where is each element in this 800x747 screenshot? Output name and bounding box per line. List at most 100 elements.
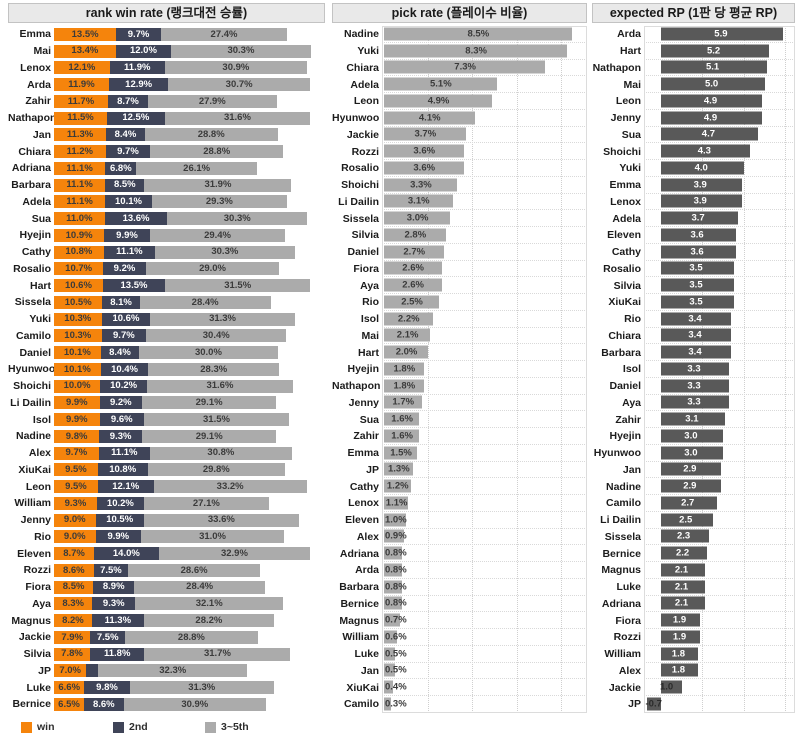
pick-rate-bar-track: 2.6% bbox=[382, 277, 587, 294]
bar-segment-2nd: 12.5% bbox=[107, 111, 165, 125]
legend-label-3-5th: 3~5th bbox=[221, 721, 249, 733]
bar-value-label: 2.2 bbox=[676, 547, 690, 559]
bar-segment-2nd: 7.5% bbox=[90, 630, 125, 644]
bar-segment-2nd: 11.1% bbox=[103, 245, 155, 259]
bar-segment-3-5th: 28.6% bbox=[128, 563, 260, 577]
character-label: Luke bbox=[26, 681, 51, 694]
bar-segment-win: 13.4% bbox=[54, 44, 116, 58]
bar-value-label: 9.6% bbox=[110, 413, 133, 425]
pick-rate-row: JP 1.3% bbox=[332, 462, 587, 479]
bar-segment-win: 6.5% bbox=[54, 697, 84, 711]
character-label: Mai bbox=[361, 329, 379, 342]
bar-segment-2nd: 8.5% bbox=[105, 178, 145, 192]
bar-segment-3-5th: 31.9% bbox=[144, 178, 292, 192]
expected-rp-bar-track: 5.1 bbox=[644, 60, 795, 77]
bar-value-label: 11.3% bbox=[66, 129, 94, 141]
expected-rp-row: XiuKai 3.5 bbox=[592, 294, 795, 311]
rank-bar-track: 10.3% 9.7% 30.4% bbox=[54, 328, 325, 345]
rank-bar-track: 9.3% 10.2% 27.1% bbox=[54, 495, 325, 512]
bar-value-label: 4.1% bbox=[418, 111, 441, 123]
bar-segment-3-5th: 31.6% bbox=[164, 111, 311, 125]
rank-bar-track: 10.8% 11.1% 30.3% bbox=[54, 244, 325, 261]
character-label: Jan bbox=[32, 128, 51, 141]
bar-segment-3-5th: 28.8% bbox=[144, 128, 278, 142]
bar-value-label: 31.5% bbox=[224, 279, 252, 291]
bar-value-label: 32.9% bbox=[220, 547, 248, 559]
rank-win-rate-row: Jan 11.3% 8.4% 28.8% bbox=[8, 127, 325, 144]
expected-rp-bar-track: 1.0 bbox=[644, 679, 795, 696]
rank-bar-track: 10.5% 8.1% 28.4% bbox=[54, 294, 325, 311]
bar-segment-2nd: 9.9% bbox=[95, 530, 142, 544]
pick-rate-bar-track: 2.6% bbox=[382, 261, 587, 278]
bar-segment-win: 8.6% bbox=[54, 563, 94, 577]
pick-rate-bar-track: 2.7% bbox=[382, 244, 587, 261]
bar-value-label: 0.3% bbox=[385, 698, 407, 710]
expected-rp-bar bbox=[661, 412, 726, 426]
pick-rate-bar bbox=[384, 60, 546, 74]
bar-value-label: 13.4% bbox=[71, 45, 99, 57]
bar-value-label: 8.5% bbox=[62, 581, 85, 593]
pick-rate-row: Eleven 1.0% bbox=[332, 512, 587, 529]
pick-rate-row: Sua 1.6% bbox=[332, 411, 587, 428]
pick-rate-bar bbox=[384, 462, 413, 476]
bar-segment-2nd: 9.2% bbox=[99, 396, 142, 410]
pick-rate-chart: pick rate (플레이수 비율) Nadine 8.5% Yuki 8.3% Ch… bbox=[332, 3, 587, 713]
bar-segment-3-5th: 30.3% bbox=[154, 245, 295, 259]
bar-value-label: 8.3% bbox=[465, 44, 487, 56]
rank-win-rate-row: Daniel 10.1% 8.4% 30.0% bbox=[8, 344, 325, 361]
bar-value-label: 11.1% bbox=[66, 179, 93, 191]
bar-value-label: 11.2% bbox=[66, 145, 93, 157]
expected-rp-bar-track: 3.9 bbox=[644, 177, 795, 194]
bar-value-label: 0.8% bbox=[385, 547, 407, 559]
bar-segment-win: 10.1% bbox=[54, 346, 101, 360]
bar-segment-win: 9.5% bbox=[54, 480, 98, 494]
expected-rp-bar-track: 4.7 bbox=[644, 127, 795, 144]
gridline bbox=[472, 26, 474, 713]
bar-value-label: 28.8% bbox=[203, 145, 231, 157]
expected-rp-bar bbox=[661, 379, 730, 393]
character-label: Zahir bbox=[25, 95, 51, 108]
bar-value-label: 7.9% bbox=[61, 631, 84, 643]
pick-rate-row: Rio 2.5% bbox=[332, 294, 587, 311]
character-label: Nathapon bbox=[8, 112, 57, 125]
expected-rp-bar bbox=[661, 563, 705, 577]
bar-value-label: 9.2% bbox=[109, 397, 132, 409]
bar-value-label: 28.4% bbox=[186, 581, 214, 593]
bar-segment-2nd: 10.8% bbox=[97, 463, 148, 477]
expected-rp-bar-track: 5.0 bbox=[644, 76, 795, 93]
pick-rate-bar bbox=[384, 194, 453, 208]
character-label: Camilo bbox=[343, 698, 379, 711]
bar-value-label: 0.9% bbox=[385, 530, 407, 542]
bar-segment-2nd: 12.9% bbox=[108, 78, 169, 92]
bar-segment-win: 10.9% bbox=[54, 228, 105, 242]
expected-rp-row: Hyejin 3.0 bbox=[592, 428, 795, 445]
rank-win-rate-row: Alex 9.7% 11.1% 30.8% bbox=[8, 445, 325, 462]
bar-value-label: 3.6% bbox=[413, 162, 436, 174]
expected-rp-bar bbox=[661, 395, 730, 409]
gridline bbox=[743, 26, 745, 713]
expected-rp-bar-track: 4.3 bbox=[644, 143, 795, 160]
character-label: Daniel bbox=[609, 380, 641, 393]
bar-segment-3-5th: 28.2% bbox=[143, 614, 274, 628]
bar-segment-3-5th: 27.4% bbox=[160, 27, 288, 41]
bar-segment-2nd: 13.5% bbox=[102, 279, 166, 293]
pick-rate-bar bbox=[384, 513, 407, 527]
character-label: Arda bbox=[617, 28, 641, 41]
bar-value-label: 3.5 bbox=[689, 296, 703, 308]
bar-value-label: 31.3% bbox=[188, 681, 216, 693]
pick-rate-row: Jenny 1.7% bbox=[332, 395, 587, 412]
expected-rp-row: Jan 2.9 bbox=[592, 462, 795, 479]
bar-value-label: 10.8% bbox=[65, 246, 93, 258]
bar-value-label: 1.0 bbox=[660, 681, 674, 693]
bar-segment-2nd: 9.3% bbox=[99, 429, 143, 443]
character-label: Hyunwoo bbox=[8, 363, 56, 376]
bar-segment-win: 11.5% bbox=[54, 111, 107, 125]
character-label: Yuki bbox=[357, 45, 379, 58]
character-label: Cathy bbox=[611, 246, 641, 259]
character-label: Shoichi bbox=[341, 179, 379, 192]
character-label: Magnus bbox=[601, 564, 641, 577]
expected-rp-row: Yuki 4.0 bbox=[592, 160, 795, 177]
expected-rp-row: Adela 3.7 bbox=[592, 210, 795, 227]
rank-win-rate-row: Fiora 8.5% 8.9% 28.4% bbox=[8, 579, 325, 596]
rank-win-rate-row: Hart 10.6% 13.5% 31.5% bbox=[8, 277, 325, 294]
